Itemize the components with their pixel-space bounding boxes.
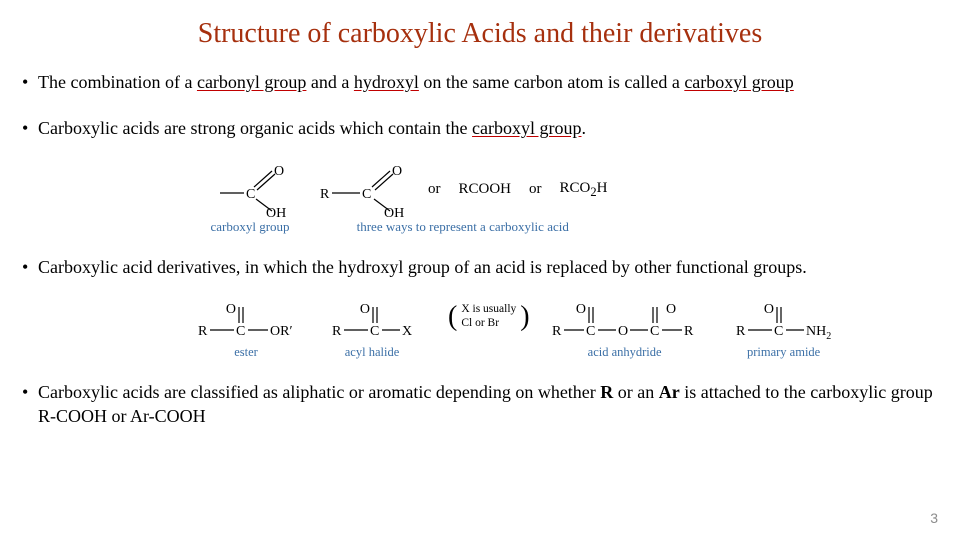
r-cooh-structure-svg: R C O OH bbox=[318, 163, 410, 217]
svg-text:OR′: OR′ bbox=[270, 324, 293, 339]
svg-text:C: C bbox=[774, 324, 783, 339]
acyl-halide-structure: R C O X acyl halide bbox=[330, 301, 414, 360]
b1-text-2: and a bbox=[306, 72, 353, 92]
amide-caption: primary amide bbox=[747, 345, 820, 360]
b1-underline-1: carbonyl group bbox=[197, 72, 306, 92]
carboxylic-acid-representations: R C O OH or RCOOH or RCO2H three ways to… bbox=[318, 163, 607, 235]
b1-text-1: The combination of a bbox=[38, 72, 197, 92]
anhydride-svg: R C O O C O R bbox=[550, 301, 700, 343]
svg-text:O: O bbox=[618, 324, 628, 339]
svg-text:C: C bbox=[246, 187, 255, 202]
rco2h-text: RCO2H bbox=[560, 180, 608, 200]
acyl-halide-svg: R C O X bbox=[330, 301, 414, 343]
svg-text:R: R bbox=[320, 187, 330, 202]
svg-text:OH: OH bbox=[266, 206, 286, 217]
b1-underline-3: carboxyl group bbox=[684, 72, 793, 92]
rcooh-text: RCOOH bbox=[459, 181, 512, 198]
b1-text-3: on the same carbon atom is called a bbox=[419, 72, 684, 92]
primary-amide-structure: R C O NH2 primary amide bbox=[734, 301, 834, 360]
carboxyl-caption: carboxyl group bbox=[210, 219, 289, 235]
svg-text:NH2: NH2 bbox=[806, 324, 831, 342]
bullet-list-3: Carboxylic acids are classified as aliph… bbox=[22, 380, 938, 429]
svg-text:C: C bbox=[650, 324, 659, 339]
b4-text-3: is attached to the carboxylic group bbox=[680, 382, 933, 402]
b4-text-2: or an bbox=[613, 382, 658, 402]
bullet-list-2: Carboxylic acid derivatives, in which th… bbox=[22, 255, 938, 279]
b4-bold-1: R bbox=[600, 382, 613, 402]
b2-underline-1: carboxyl group bbox=[472, 118, 581, 138]
svg-text:O: O bbox=[274, 164, 284, 179]
paren-left: ( bbox=[448, 303, 457, 331]
b2-text-2: . bbox=[582, 118, 587, 138]
carboxyl-group-structure: C O OH carboxyl group bbox=[210, 163, 290, 235]
svg-text:C: C bbox=[370, 324, 379, 339]
x-note-line2: Cl or Br bbox=[461, 317, 499, 329]
slide: Structure of carboxylic Acids and their … bbox=[0, 0, 960, 540]
anhydride-caption: acid anhydride bbox=[588, 345, 662, 360]
bullet-2: Carboxylic acids are strong organic acid… bbox=[22, 116, 938, 140]
carboxyl-group-svg: C O OH bbox=[210, 163, 290, 217]
svg-text:O: O bbox=[226, 302, 236, 317]
b3-text: Carboxylic acid derivatives, in which th… bbox=[38, 257, 807, 277]
b4-formula: R-COOH or Ar-COOH bbox=[38, 406, 206, 426]
b2-text-1: Carboxylic acids are strong organic acid… bbox=[38, 118, 472, 138]
ester-svg: R C O OR′ bbox=[196, 301, 296, 343]
bullet-list: The combination of a carbonyl group and … bbox=[22, 70, 938, 141]
svg-text:R: R bbox=[552, 324, 562, 339]
svg-text:OH: OH bbox=[384, 206, 404, 217]
svg-text:R: R bbox=[736, 324, 746, 339]
acid-anhydride-structure: R C O O C O R acid anhydride bbox=[550, 301, 700, 360]
svg-text:R: R bbox=[684, 324, 694, 339]
svg-text:X: X bbox=[402, 324, 412, 339]
bullet-1: The combination of a carbonyl group and … bbox=[22, 70, 938, 94]
svg-text:C: C bbox=[236, 324, 245, 339]
page-number: 3 bbox=[930, 510, 938, 526]
svg-text:O: O bbox=[392, 164, 402, 179]
three-ways-caption: three ways to represent a carboxylic aci… bbox=[357, 219, 569, 235]
b1-underline-2: hydroxyl bbox=[354, 72, 419, 92]
svg-text:C: C bbox=[362, 187, 371, 202]
rep-row: R C O OH or RCOOH or RCO2H bbox=[318, 163, 607, 217]
svg-text:R: R bbox=[198, 324, 208, 339]
svg-text:O: O bbox=[360, 302, 370, 317]
or-text-1: or bbox=[428, 181, 441, 198]
amide-svg: R C O NH2 bbox=[734, 301, 834, 343]
svg-text:O: O bbox=[575, 302, 585, 317]
bullet-4: Carboxylic acids are classified as aliph… bbox=[22, 380, 938, 429]
ester-caption: ester bbox=[234, 345, 258, 360]
acyl-halide-caption: acyl halide bbox=[345, 345, 400, 360]
carboxyl-diagram-row: C O OH carboxyl group R C O OH or bbox=[210, 163, 938, 235]
slide-title: Structure of carboxylic Acids and their … bbox=[22, 18, 938, 50]
derivatives-diagram-row: R C O OR′ ester R C O X acyl halide bbox=[196, 301, 938, 360]
paren-right: ) bbox=[520, 303, 529, 331]
svg-text:O: O bbox=[666, 302, 676, 317]
or-text-2: or bbox=[529, 181, 542, 198]
svg-text:C: C bbox=[586, 324, 595, 339]
x-note-wrap: ( X is usually Cl or Br ) bbox=[448, 301, 530, 333]
b4-text-1: Carboxylic acids are classified as aliph… bbox=[38, 382, 600, 402]
x-note: X is usually Cl or Br bbox=[457, 301, 520, 333]
svg-text:O: O bbox=[763, 302, 773, 317]
b4-bold-2: Ar bbox=[659, 382, 680, 402]
bullet-3: Carboxylic acid derivatives, in which th… bbox=[22, 255, 938, 279]
x-note-line1: X is usually bbox=[461, 303, 516, 315]
svg-text:R: R bbox=[332, 324, 342, 339]
ester-structure: R C O OR′ ester bbox=[196, 301, 296, 360]
